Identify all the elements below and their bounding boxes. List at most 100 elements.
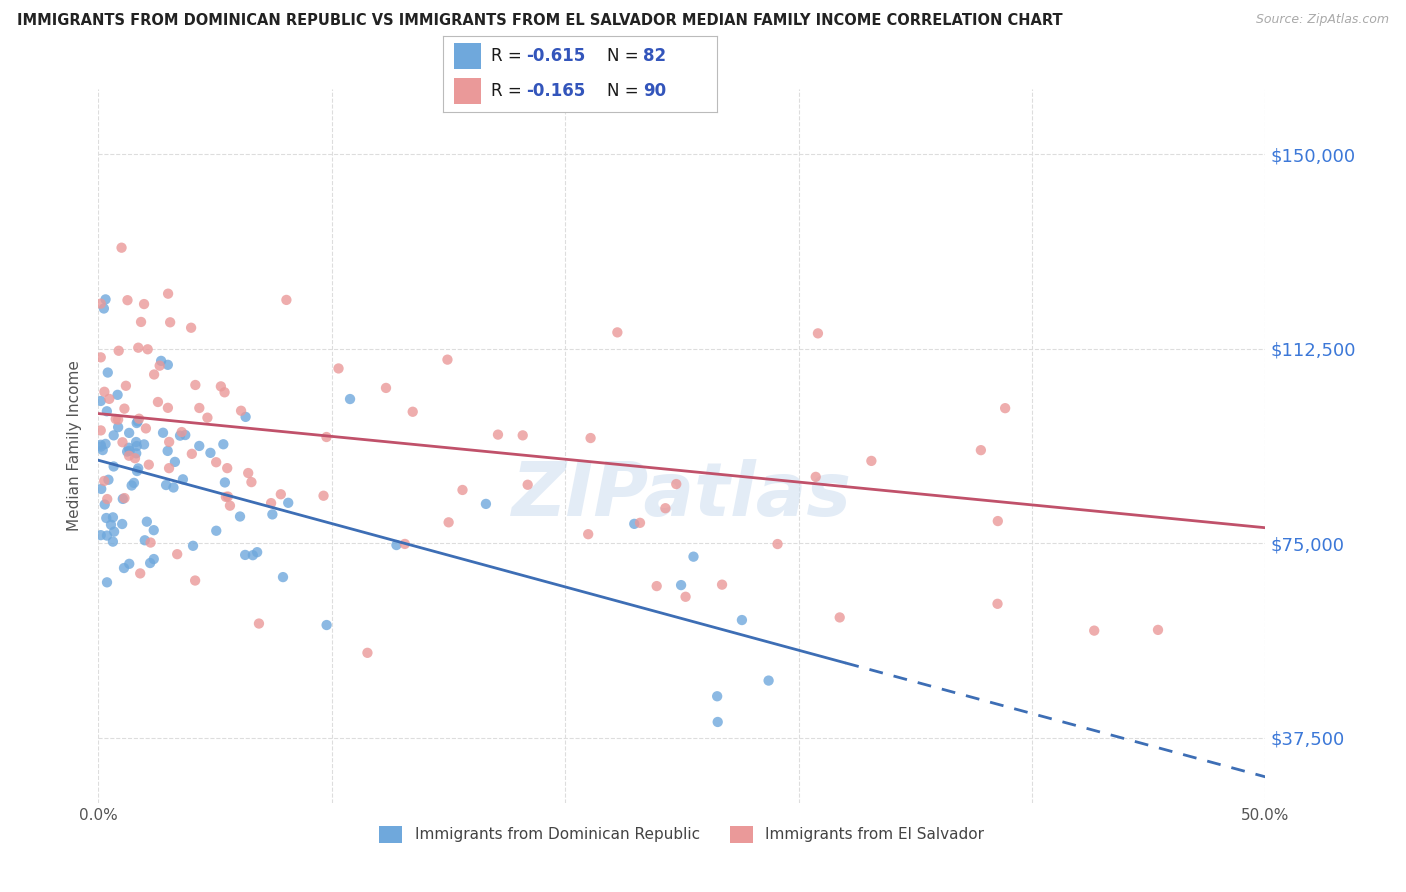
Point — [675, 590, 697, 604]
Point — [159, 315, 181, 329]
Point — [90, 440, 112, 454]
Point — [118, 557, 141, 571]
Point — [238, 466, 260, 480]
Text: R =: R = — [491, 47, 527, 65]
Point — [214, 475, 236, 490]
Point — [986, 597, 1008, 611]
Point — [682, 549, 704, 564]
Point — [103, 428, 125, 442]
Y-axis label: Median Family Income: Median Family Income — [67, 360, 83, 532]
Text: -0.615: -0.615 — [526, 47, 586, 65]
Point — [706, 690, 728, 704]
Point — [118, 441, 141, 455]
Point — [188, 401, 211, 415]
Point — [315, 430, 337, 444]
Point — [118, 449, 141, 463]
Point — [579, 431, 602, 445]
Point — [111, 516, 134, 531]
Text: IMMIGRANTS FROM DOMINICAN REPUBLIC VS IMMIGRANTS FROM EL SALVADOR MEDIAN FAMILY : IMMIGRANTS FROM DOMINICAN REPUBLIC VS IM… — [17, 13, 1063, 29]
Point — [112, 401, 135, 416]
Point — [385, 538, 408, 552]
Point — [276, 293, 298, 307]
Point — [157, 461, 180, 475]
Point — [94, 293, 117, 307]
Point — [156, 401, 179, 415]
Point — [103, 459, 125, 474]
Point — [214, 385, 236, 400]
Point — [807, 326, 830, 341]
Point — [152, 425, 174, 440]
Point — [146, 395, 169, 409]
Point — [486, 427, 509, 442]
Point — [271, 570, 294, 584]
Point — [135, 421, 157, 435]
Point — [132, 437, 155, 451]
Point — [1147, 623, 1170, 637]
Point — [118, 425, 141, 440]
Point — [110, 241, 132, 255]
Point — [157, 286, 180, 301]
Point — [163, 455, 186, 469]
Point — [107, 412, 129, 426]
Text: 82: 82 — [643, 47, 666, 65]
Point — [219, 499, 242, 513]
Point — [103, 524, 125, 539]
Point — [122, 475, 145, 490]
Point — [114, 491, 136, 505]
Point — [96, 491, 118, 506]
Point — [180, 447, 202, 461]
Text: 90: 90 — [643, 82, 666, 100]
Point — [129, 315, 152, 329]
Point — [402, 405, 425, 419]
Text: Source: ZipAtlas.com: Source: ZipAtlas.com — [1256, 13, 1389, 27]
Point — [200, 446, 222, 460]
Point — [375, 381, 398, 395]
Point — [665, 477, 688, 491]
Point — [235, 409, 257, 424]
Point — [628, 516, 651, 530]
Point — [262, 508, 284, 522]
Point — [987, 514, 1010, 528]
Point — [860, 454, 883, 468]
Point — [970, 443, 993, 458]
Point — [125, 416, 148, 430]
Point — [93, 384, 115, 399]
Point — [242, 548, 264, 562]
Point — [247, 616, 270, 631]
Point — [127, 414, 149, 428]
Point — [156, 444, 179, 458]
Point — [107, 343, 129, 358]
Point — [172, 472, 194, 486]
Point — [166, 547, 188, 561]
Point — [149, 359, 172, 373]
Point — [766, 537, 789, 551]
Point — [138, 458, 160, 472]
Point — [128, 411, 150, 425]
Point — [118, 443, 141, 458]
Point — [90, 424, 112, 438]
Point — [132, 297, 155, 311]
Point — [229, 403, 252, 417]
Point — [142, 552, 165, 566]
Point — [136, 343, 159, 357]
Point — [115, 378, 138, 392]
Point — [101, 510, 124, 524]
Point — [112, 561, 135, 575]
Point — [233, 548, 256, 562]
Point — [91, 443, 114, 458]
Point — [107, 420, 129, 434]
Bar — [454, 78, 481, 104]
Point — [90, 438, 112, 452]
Point — [94, 437, 117, 451]
Point — [356, 646, 378, 660]
Point — [516, 477, 538, 491]
Point — [135, 515, 157, 529]
Point — [436, 352, 458, 367]
Point — [184, 378, 207, 392]
Point — [157, 434, 180, 449]
Point — [125, 435, 148, 450]
Point — [197, 410, 219, 425]
Text: ZIPatlas: ZIPatlas — [512, 459, 852, 533]
Point — [828, 610, 851, 624]
Bar — [454, 44, 481, 69]
